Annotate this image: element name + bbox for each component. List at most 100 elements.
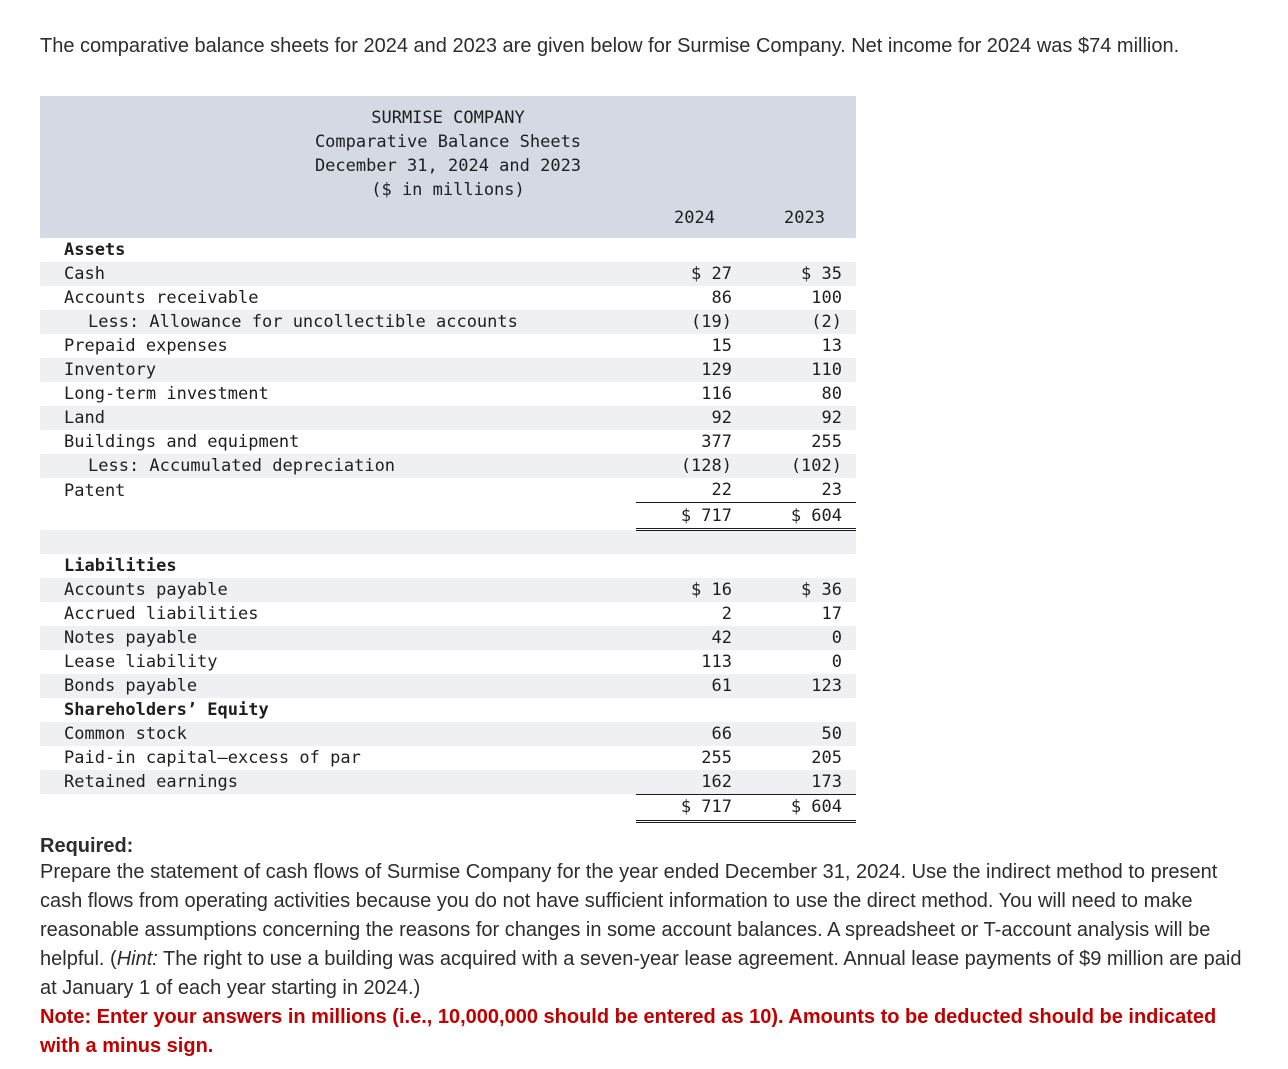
title-row: SURMISE COMPANY Comparative Balance Shee… bbox=[40, 96, 856, 205]
value-2024: 86 bbox=[711, 288, 732, 309]
table-row: Retained earnings 162 173 bbox=[40, 769, 856, 795]
row-label bbox=[40, 794, 636, 821]
year-header-2023: 2023 bbox=[740, 204, 856, 239]
value-2023 bbox=[740, 698, 856, 722]
statement-dates: December 31, 2024 and 2023 bbox=[314, 156, 582, 177]
row-label: Common stock bbox=[64, 723, 187, 744]
required-text-before-hint: Prepare the statement of cash flows of S… bbox=[40, 860, 1218, 970]
value-2023 bbox=[740, 530, 856, 554]
value-2024: 116 bbox=[701, 384, 732, 405]
table-row: Lease liability 113 0 bbox=[40, 650, 856, 674]
table-header: SURMISE COMPANY Comparative Balance Shee… bbox=[40, 96, 856, 239]
value-2023: $ 36 bbox=[801, 579, 842, 600]
value-2023: $ 604 bbox=[740, 793, 856, 823]
table-row: Patent 22 23 bbox=[40, 478, 856, 503]
value-2024: 377 bbox=[701, 432, 732, 453]
row-label: Lease liability bbox=[64, 651, 218, 672]
value-2023: (2) bbox=[811, 312, 842, 333]
table-row: Inventory 129 110 bbox=[40, 358, 856, 383]
value-2024 bbox=[636, 554, 740, 578]
value-2024: $ 16 bbox=[691, 579, 732, 600]
total-row: $ 717 $ 604 bbox=[40, 793, 856, 823]
value-2023: 205 bbox=[811, 747, 842, 768]
year-header-row: 2024 2023 bbox=[40, 204, 856, 239]
required-text-after-hint: The right to use a building was acquired… bbox=[40, 947, 1242, 999]
note-text: Note: Enter your answers in millions (i.… bbox=[40, 1005, 1217, 1057]
row-label: Less: Allowance for uncollectible accoun… bbox=[88, 312, 518, 333]
table-row: Prepaid expenses 15 13 bbox=[40, 334, 856, 358]
value-2024: 61 bbox=[711, 675, 732, 696]
value-2024: (128) bbox=[680, 456, 732, 477]
table-row: Cash $ 27 $ 35 bbox=[40, 262, 856, 287]
required-paragraph: Prepare the statement of cash flows of S… bbox=[40, 858, 1250, 1003]
value-2023: 13 bbox=[821, 336, 842, 357]
row-label: Notes payable bbox=[64, 627, 198, 648]
required-label: Required: bbox=[40, 834, 134, 857]
table-row: Less: Accumulated depreciation (128) (102) bbox=[40, 454, 856, 479]
table-row: Buildings and equipment 377 255 bbox=[40, 430, 856, 454]
value-2024 bbox=[636, 238, 740, 262]
value-2023: $ 604 bbox=[740, 502, 856, 532]
row-label: Retained earnings bbox=[64, 772, 238, 793]
value-2023: 173 bbox=[811, 771, 842, 792]
value-2023: 123 bbox=[811, 675, 842, 696]
section-header-row: Shareholders’ Equity bbox=[40, 698, 856, 722]
value-2024: 2 bbox=[721, 603, 732, 624]
hint-label: Hint: bbox=[116, 947, 158, 970]
total-row: $ 717 $ 604 bbox=[40, 502, 856, 532]
value-2024: (19) bbox=[691, 312, 732, 333]
value-2023: 110 bbox=[811, 360, 842, 381]
value-2023 bbox=[740, 238, 856, 262]
row-label: Long-term investment bbox=[64, 384, 269, 405]
row-label: Liabilities bbox=[64, 555, 177, 576]
value-2024: 22 bbox=[711, 480, 732, 501]
company-name: SURMISE COMPANY bbox=[371, 108, 525, 129]
spacer-row bbox=[40, 529, 856, 554]
row-label: Accounts payable bbox=[64, 579, 228, 600]
value-2023: 92 bbox=[821, 408, 842, 429]
value-2023: 17 bbox=[821, 603, 842, 624]
value-2023: 0 bbox=[831, 627, 842, 648]
row-label: Buildings and equipment bbox=[64, 432, 300, 453]
row-label: Assets bbox=[64, 240, 126, 261]
row-label bbox=[40, 530, 636, 554]
table-title-block: SURMISE COMPANY Comparative Balance Shee… bbox=[40, 96, 856, 205]
value-2024: 42 bbox=[711, 627, 732, 648]
section-header-row: Liabilities bbox=[40, 554, 856, 578]
value-2024: 255 bbox=[701, 747, 732, 768]
table-row: Common stock 66 50 bbox=[40, 721, 856, 746]
row-label: Bonds payable bbox=[64, 675, 198, 696]
value-2024: $ 717 bbox=[636, 502, 740, 532]
statement-title: Comparative Balance Sheets bbox=[314, 132, 582, 153]
value-2024: 92 bbox=[711, 408, 732, 429]
row-label: Accrued liabilities bbox=[64, 603, 259, 624]
value-2024: 162 bbox=[701, 771, 732, 792]
table-body: Assets Cash $ 27 $ 35 Accounts receivable 86 1… bbox=[40, 238, 856, 823]
table-row: Land 92 92 bbox=[40, 406, 856, 431]
balance-sheet-table: SURMISE COMPANY Comparative Balance Shee… bbox=[40, 96, 856, 823]
value-2024 bbox=[636, 530, 740, 554]
value-2023: 100 bbox=[811, 288, 842, 309]
row-label: Cash bbox=[64, 264, 105, 285]
table-row: Accounts receivable 86 100 bbox=[40, 286, 856, 310]
table-row: Notes payable 42 0 bbox=[40, 625, 856, 650]
value-2023: (102) bbox=[790, 456, 842, 477]
units-note: ($ in millions) bbox=[371, 180, 525, 201]
year-header-2024: 2024 bbox=[636, 204, 740, 239]
intro-text: The comparative balance sheets for 2024 … bbox=[40, 35, 1180, 57]
row-label: Prepaid expenses bbox=[64, 336, 228, 357]
value-2023: 50 bbox=[821, 723, 842, 744]
row-label: Inventory bbox=[64, 360, 157, 381]
row-label: Shareholders’ Equity bbox=[64, 699, 269, 720]
value-2024: 113 bbox=[701, 651, 732, 672]
value-2023 bbox=[740, 554, 856, 578]
value-2024: 129 bbox=[701, 360, 732, 381]
year-header-spacer bbox=[40, 204, 636, 239]
table-row: Accounts payable $ 16 $ 36 bbox=[40, 577, 856, 602]
table-row: Less: Allowance for uncollectible accoun… bbox=[40, 310, 856, 335]
row-label bbox=[40, 503, 636, 530]
value-2024: 15 bbox=[711, 336, 732, 357]
row-label: Less: Accumulated depreciation bbox=[88, 456, 396, 477]
value-2023: 23 bbox=[821, 480, 842, 501]
value-2024 bbox=[636, 698, 740, 722]
